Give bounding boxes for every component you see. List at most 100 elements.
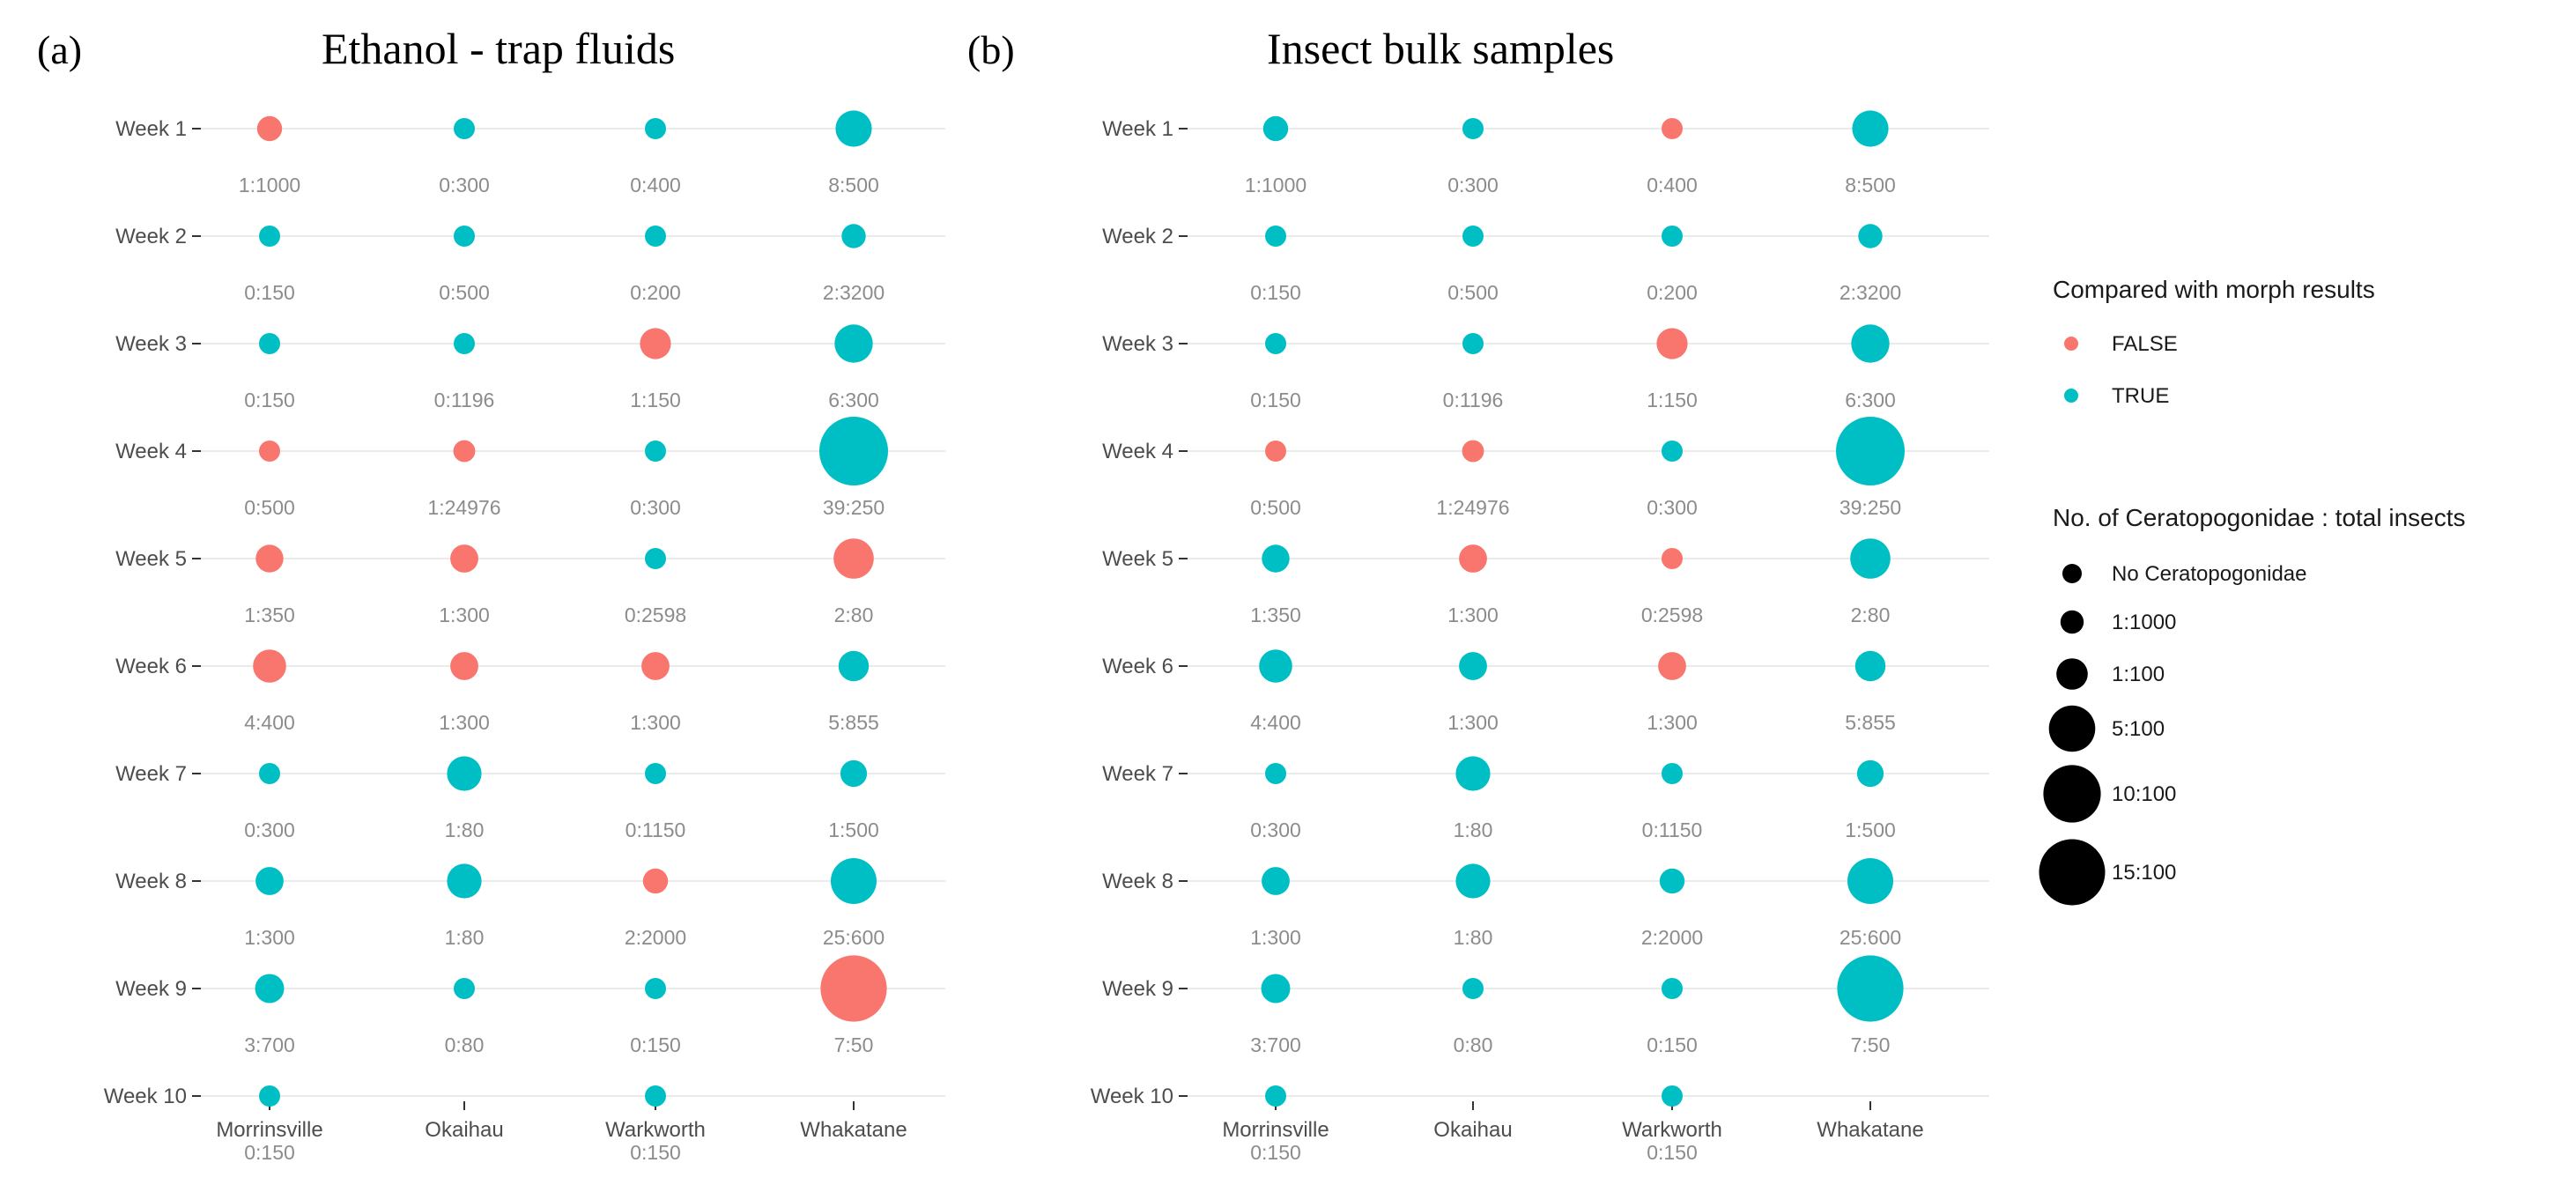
panel-b-point-okaihau-week-1: [1462, 118, 1484, 139]
panel-b-data-label-okaihau-week-1: 0:300: [1447, 174, 1499, 196]
panel-a-data-label-warkworth-week-2: 0:200: [630, 281, 681, 304]
panel-a-y-tick-label: Week 10: [104, 1085, 187, 1108]
panel-b-point-okaihau-week-3: [1462, 333, 1484, 354]
panel-b-y-tick-label: Week 3: [1102, 332, 1173, 356]
panel-a-y-tick-label: Week 6: [115, 655, 187, 678]
panel-b-data-label-morrinsville-week-5: 1:350: [1250, 604, 1301, 626]
panel-a-data-label-whakatane-week-2: 2:3200: [823, 281, 885, 304]
panel-b-point-warkworth-week-10: [1662, 1085, 1683, 1107]
legend-size-label-1-1000: 1:1000: [2112, 611, 2176, 634]
panel-a-data-label-whakatane-week-6: 5:855: [828, 711, 879, 734]
panel-a-y-tick-label: Week 2: [115, 225, 187, 248]
panel-a-x-axis: Morrinsville Okaihau Warkworth Whakatane: [216, 1101, 907, 1142]
panel-a-point-whakatane-week-4: [819, 417, 888, 485]
panel-a-x-tick-label-whakatane: Whakatane: [800, 1118, 907, 1142]
panel-a-point-warkworth-week-10: [645, 1085, 666, 1107]
panel-a-point-morrinsville-week-3: [259, 333, 280, 354]
panel-a-data-label-warkworth-week-3: 1:150: [630, 389, 681, 411]
legend-color-label-false: FALSE: [2112, 332, 2178, 356]
panel-b-data-label-whakatane-week-2: 2:3200: [1839, 281, 1901, 304]
panel-a-point-morrinsville-week-2: [259, 226, 280, 247]
panel-a-point-morrinsville-week-4: [259, 441, 280, 462]
panel-a-point-okaihau-week-9: [454, 978, 475, 999]
panel-a-data-label-morrinsville-week-2: 0:150: [244, 281, 295, 304]
panel-b-point-okaihau-week-4: [1462, 440, 1484, 463]
legend-color-items: FALSE TRUE: [2064, 332, 2178, 408]
panel-a-points: [253, 110, 888, 1107]
panel-b-y-tick-label: Week 9: [1102, 977, 1173, 1001]
panel-b-data-label-okaihau-week-3: 0:1196: [1443, 389, 1504, 411]
panel-b-data-label-whakatane-week-5: 2:80: [1851, 604, 1891, 626]
panel-a-data-label-morrinsville-week-7: 0:300: [244, 818, 295, 841]
legend-color-key-true: [2064, 389, 2078, 403]
panel-b-point-whakatane-week-3: [1851, 324, 1890, 363]
legend-color-key-false: [2064, 337, 2078, 351]
panel-a-y-tick-label: Week 3: [115, 332, 187, 356]
legend-size-key-10-100: [2043, 765, 2101, 823]
legend: Compared with morph results FALSE TRUE No…: [2039, 276, 2466, 906]
panel-a-point-whakatane-week-3: [834, 324, 873, 363]
panel-b-data-label-whakatane-week-1: 8:500: [1845, 174, 1896, 196]
panel-b-point-whakatane-week-2: [1858, 224, 1883, 248]
panel-b-point-morrinsville-week-7: [1265, 763, 1286, 784]
panel-a-point-warkworth-week-2: [645, 226, 666, 247]
panel-b-data-label-morrinsville-week-4: 0:500: [1250, 496, 1301, 519]
panel-a-data-label-whakatane-week-9: 7:50: [834, 1033, 874, 1056]
panel-b-point-warkworth-week-7: [1662, 763, 1683, 784]
panel-b-data-label-whakatane-week-7: 1:500: [1845, 818, 1896, 841]
panel-b-point-whakatane-week-5: [1850, 538, 1891, 579]
legend-size-label-15-100: 15:100: [2112, 861, 2176, 885]
panel-a-point-okaihau-week-6: [450, 652, 478, 680]
panel-b-y-tick-label: Week 1: [1102, 117, 1173, 141]
panel-a-point-whakatane-week-6: [838, 650, 870, 682]
panel-a-data-label-okaihau-week-4: 1:24976: [427, 496, 500, 519]
panel-b-y-tick-label: Week 6: [1102, 655, 1173, 678]
panel-b-data-label-morrinsville-week-6: 4:400: [1250, 711, 1301, 734]
panel-a-data-label-warkworth-week-5: 0:2598: [625, 604, 686, 626]
panel-a-point-warkworth-week-4: [645, 441, 666, 462]
panel-b-point-okaihau-week-5: [1459, 544, 1487, 573]
panel-b-data-label-morrinsville-week-1: 1:1000: [1245, 174, 1307, 196]
legend-size-key-5-100: [2048, 705, 2096, 752]
legend-size-label-1-100: 1:100: [2112, 663, 2165, 686]
panel-a-data-label-okaihau-week-2: 0:500: [439, 281, 490, 304]
panel-b-data-label-okaihau-week-5: 1:300: [1447, 604, 1499, 626]
panel-b-data-label-morrinsville-week-2: 0:150: [1250, 281, 1301, 304]
panel-b-point-whakatane-week-9: [1837, 955, 1904, 1022]
panel-a-data-label-warkworth-week-6: 1:300: [630, 711, 681, 734]
panel-a-y-tick-label: Week 4: [115, 440, 187, 463]
panel-b-data-label-whakatane-week-8: 25:600: [1839, 926, 1901, 949]
panel-b-data-label-morrinsville-week-9: 3:700: [1250, 1033, 1301, 1056]
panel-a-data-label-morrinsville-week-4: 0:500: [244, 496, 295, 519]
panel-a-point-okaihau-week-3: [454, 333, 475, 354]
panel-a-point-warkworth-week-9: [645, 978, 666, 999]
panel-a-data-label-morrinsville-week-10: 0:150: [244, 1141, 295, 1164]
panel-b-points: [1259, 110, 1905, 1107]
panel-a-data-label-warkworth-week-8: 2:2000: [625, 926, 686, 949]
panel-a-x-tick-label-okaihau: Okaihau: [425, 1118, 503, 1142]
panel-a-point-warkworth-week-6: [641, 652, 670, 680]
panel-a-point-morrinsville-week-8: [255, 867, 284, 895]
panel-a-data-label-morrinsville-week-9: 3:700: [244, 1033, 295, 1056]
panel-a-data-label-okaihau-week-9: 0:80: [445, 1033, 485, 1056]
panel-a-data-label-whakatane-week-3: 6:300: [828, 389, 879, 411]
panel-b-point-morrinsville-week-6: [1259, 649, 1292, 683]
panel-a-data-label-whakatane-week-5: 2:80: [834, 604, 874, 626]
panel-b-point-morrinsville-week-10: [1265, 1085, 1286, 1107]
panel-b-data-label-morrinsville-week-10: 0:150: [1250, 1141, 1301, 1164]
panel-a-point-whakatane-week-7: [840, 759, 868, 788]
panel-b-point-warkworth-week-4: [1662, 441, 1683, 462]
panel-a-point-whakatane-week-1: [835, 110, 872, 147]
panel-b-x-tick-label-morrinsville: Morrinsville: [1222, 1118, 1329, 1142]
panel-b-y-tick-label: Week 2: [1102, 225, 1173, 248]
panel-a-data-labels: 1:1000 0:300 0:400 8:500 0:150 0:500 0:200 2:32…: [239, 174, 885, 1164]
panel-a-point-whakatane-week-5: [833, 538, 874, 579]
panel-b-data-label-whakatane-week-3: 6:300: [1845, 389, 1896, 411]
panel-b-x-axis: Morrinsville Okaihau Warkworth Whakatane: [1222, 1101, 1924, 1142]
panel-b-data-label-warkworth-week-1: 0:400: [1647, 174, 1698, 196]
panel-b-y-tick-label: Week 7: [1102, 762, 1173, 786]
panel-b-point-whakatane-week-7: [1856, 759, 1884, 788]
panel-b-y-tick-label: Week 8: [1102, 870, 1173, 893]
